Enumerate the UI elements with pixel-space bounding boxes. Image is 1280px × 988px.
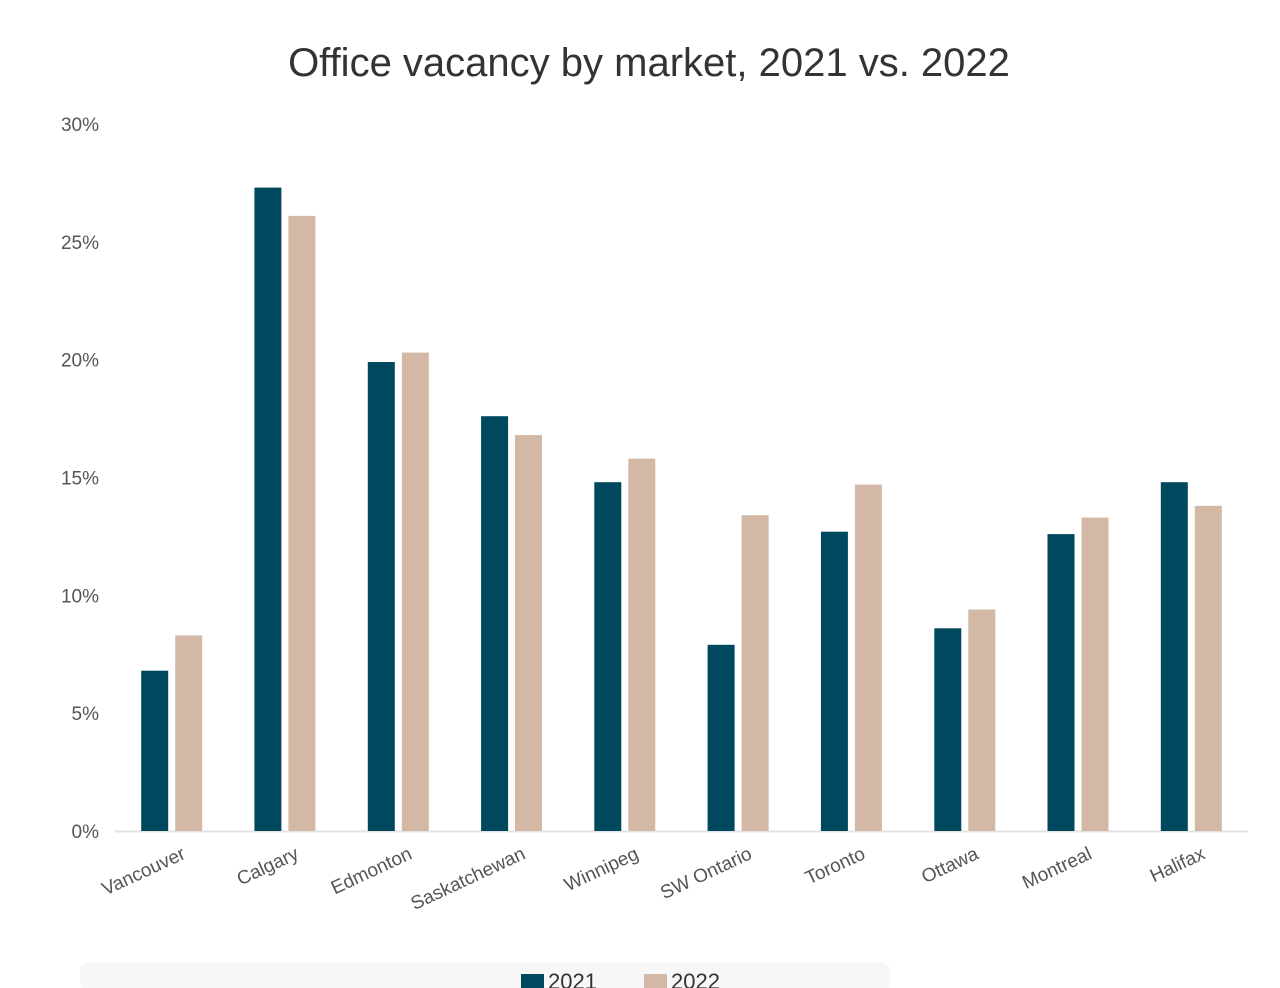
bar-2022-ottawa bbox=[968, 609, 996, 831]
y-tick-label: 0% bbox=[72, 822, 100, 843]
y-axis: 0% 5% 10% 15% 20% 25% 30% bbox=[61, 115, 99, 843]
x-tick-label: SW Ontario bbox=[657, 843, 755, 904]
bar-2021-winnipeg bbox=[594, 482, 622, 831]
bar-2022-winnipeg bbox=[628, 458, 656, 831]
x-tick-label: Edmonton bbox=[328, 843, 415, 899]
x-tick-label: Toronto bbox=[802, 843, 868, 889]
bar-2022-halifax bbox=[1194, 505, 1222, 831]
x-tick-label: Montreal bbox=[1019, 843, 1095, 893]
bar-2021-montreal bbox=[1047, 534, 1075, 831]
legend-label: 2021 bbox=[548, 969, 597, 988]
bar-2021-toronto bbox=[820, 531, 848, 831]
legend-swatch bbox=[644, 974, 667, 988]
bars bbox=[141, 187, 1222, 832]
bar-2022-montreal bbox=[1081, 517, 1109, 831]
bar-2021-sw-ontario bbox=[707, 644, 735, 831]
y-tick-label: 5% bbox=[72, 704, 100, 725]
bar-2021-halifax bbox=[1160, 482, 1188, 831]
bar-2022-calgary bbox=[288, 215, 316, 831]
x-tick-label: Vancouver bbox=[99, 843, 190, 900]
x-tick-label: Winnipeg bbox=[561, 843, 642, 896]
legend: 2021 2022 bbox=[80, 962, 890, 988]
x-tick-label: Halifax bbox=[1147, 843, 1209, 887]
legend-label: 2022 bbox=[671, 969, 720, 988]
x-tick-label: Ottawa bbox=[918, 843, 982, 888]
bar-2021-edmonton bbox=[367, 362, 395, 831]
bar-2021-calgary bbox=[254, 187, 282, 832]
bar-2022-sw-ontario bbox=[741, 515, 769, 831]
bar-2022-vancouver bbox=[175, 635, 203, 831]
bar-2022-edmonton bbox=[401, 352, 429, 831]
bar-2021-vancouver bbox=[141, 670, 169, 831]
x-tick-label: Calgary bbox=[234, 843, 303, 890]
bar-2021-ottawa bbox=[934, 628, 962, 831]
y-tick-label: 10% bbox=[61, 586, 99, 607]
y-tick-label: 20% bbox=[61, 351, 99, 372]
bar-2021-saskatchewan bbox=[481, 416, 509, 831]
bar-2022-saskatchewan bbox=[515, 435, 542, 831]
chart-title: Office vacancy by market, 2021 vs. 2022 bbox=[288, 41, 1010, 85]
y-tick-label: 15% bbox=[61, 469, 99, 490]
bar-2022-toronto bbox=[854, 484, 882, 831]
legend-swatch bbox=[521, 974, 544, 988]
y-tick-label: 25% bbox=[61, 233, 99, 254]
x-tick-label: Saskatchewan bbox=[408, 843, 529, 914]
legend-background bbox=[80, 962, 890, 988]
y-tick-label: 30% bbox=[61, 115, 99, 136]
